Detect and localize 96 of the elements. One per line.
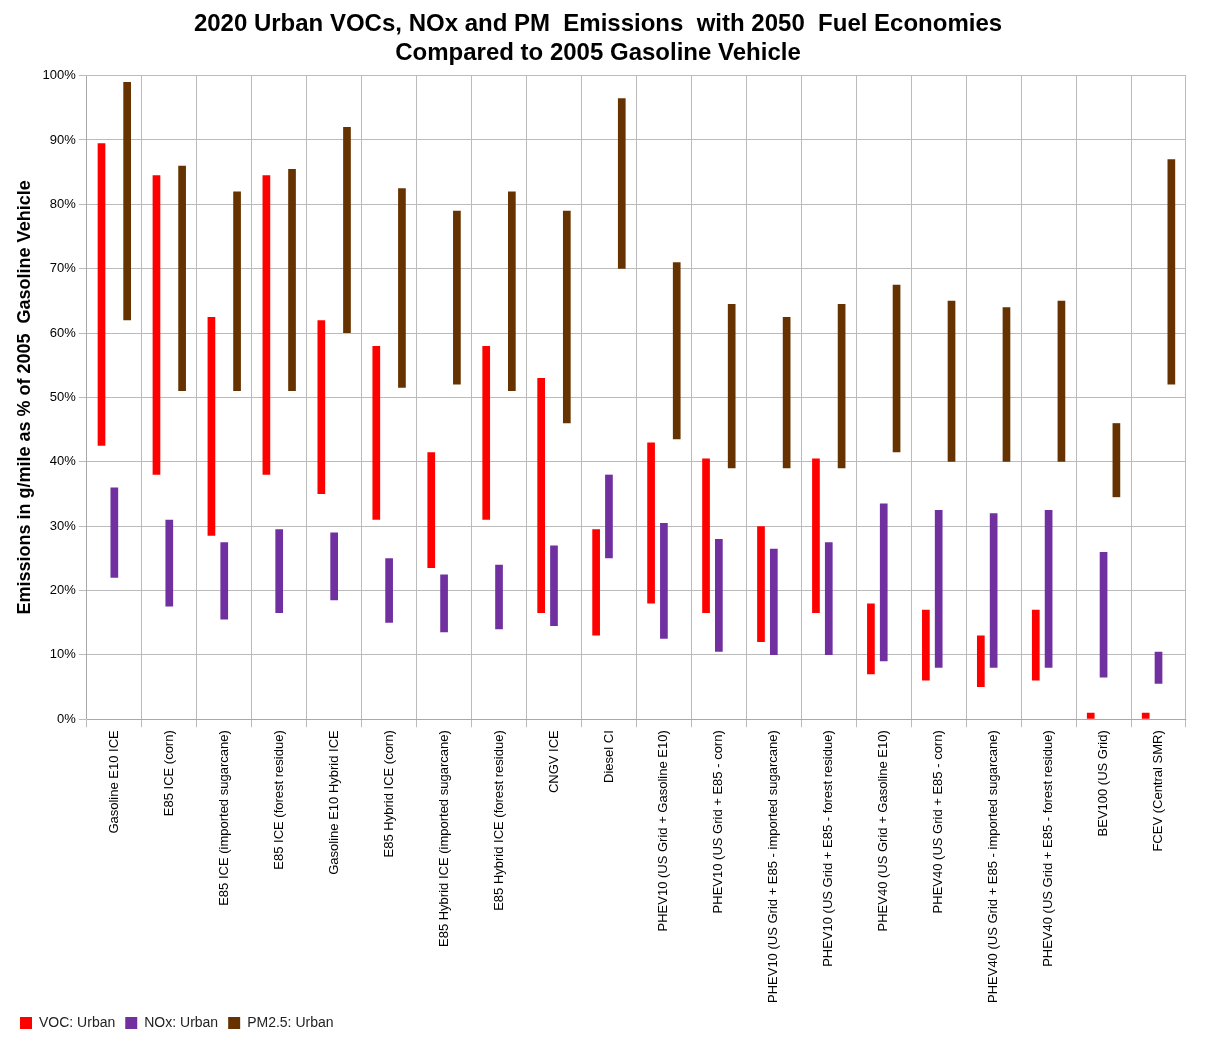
bar	[97, 143, 106, 446]
bar	[440, 574, 448, 633]
legend-label: NOx: Urban	[144, 1013, 219, 1030]
x-tick-label: E85 ICE (corn)	[160, 730, 176, 817]
y-tick-label: 10%	[49, 646, 77, 662]
bar	[317, 320, 326, 494]
bar	[427, 452, 436, 568]
bar	[922, 609, 930, 681]
x-tick-label: E85 ICE (imported sugarcane)	[215, 730, 231, 906]
bar	[123, 82, 131, 321]
x-tick-label: PHEV40 (US Grid + Gasoline E10)	[875, 730, 891, 932]
bar	[782, 316, 791, 469]
x-tick-label: PHEV10 (US Grid + E85 - forest residue)	[820, 730, 836, 967]
bar	[398, 188, 406, 388]
y-tick-label: 0%	[57, 710, 77, 726]
bar	[330, 532, 339, 601]
chart-title: 2020 Urban VOCs, NOx and PM Emissions with 2050 Fuel Economies Compared to 2005 Gasoline Vehicle	[193, 9, 1003, 65]
y-tick-label: 80%	[49, 195, 77, 211]
bar	[769, 548, 778, 655]
x-tick-label: Diesel CI	[600, 730, 616, 783]
bar	[1057, 300, 1066, 462]
bar	[1112, 423, 1121, 498]
bar	[262, 175, 271, 475]
bar	[702, 458, 710, 614]
bar	[372, 345, 381, 520]
bar	[165, 519, 174, 607]
x-tick-label: E85 Hybrid ICE (corn)	[380, 730, 396, 858]
x-tick-label: BEV100 (US Grid)	[1095, 730, 1111, 837]
bar	[1086, 712, 1095, 719]
x-tick-label: PHEV40 (US Grid + E85 - forest residue)	[1040, 730, 1056, 967]
bar	[1002, 307, 1011, 462]
bar	[288, 168, 296, 391]
bar	[178, 165, 186, 391]
bar	[220, 542, 229, 620]
bar	[592, 529, 600, 636]
bar	[495, 564, 503, 630]
x-tick-label: FCEV (Central SMR)	[1150, 730, 1166, 852]
x-tick-label: PHEV10 (US Grid + E85 - corn)	[710, 730, 726, 914]
x-tick-label: PHEV40 (US Grid + E85 - corn)	[930, 730, 946, 914]
bar	[989, 513, 998, 668]
bar	[1099, 551, 1108, 678]
bar	[892, 284, 901, 453]
bar	[110, 487, 119, 578]
bar	[672, 262, 681, 440]
bar	[727, 304, 736, 469]
bar	[934, 510, 943, 668]
bar	[537, 378, 546, 614]
bar	[947, 300, 956, 462]
x-tick-label: PHEV10 (US Grid + E85 - imported sugarcane)	[765, 730, 781, 1004]
bar	[1031, 609, 1040, 681]
y-tick-label: 90%	[49, 131, 77, 147]
bar	[1044, 510, 1053, 668]
x-tick-label: PHEV40 (US Grid + E85 - imported sugarcane)	[985, 730, 1001, 1004]
y-tick-label: 70%	[49, 260, 77, 276]
bar	[152, 175, 161, 475]
x-tick-label: CNGV ICE	[545, 729, 561, 794]
bar	[837, 304, 846, 469]
bar	[824, 542, 833, 655]
bar	[867, 603, 875, 675]
x-tick-label: E85 Hybrid ICE (forest residue)	[490, 730, 506, 911]
legend-label: VOC: Urban	[39, 1013, 116, 1030]
bar	[562, 210, 571, 424]
x-tick-label: Gasoline E10 ICE	[105, 729, 121, 834]
y-tick-label: 60%	[49, 324, 77, 340]
y-axis-title: Emissions in g/mile as % of 2005 Gasoline Vehicle	[13, 180, 34, 615]
x-tick-label: E85 ICE (forest residue)	[270, 730, 286, 870]
bar	[275, 529, 284, 614]
bar	[605, 474, 613, 559]
y-tick-label: 100%	[42, 67, 77, 83]
bar	[233, 191, 241, 391]
bar	[647, 442, 655, 604]
x-tick-label: Gasoline E10 Hybrid ICE	[325, 729, 341, 875]
bar	[1167, 159, 1176, 385]
x-tick-label: PHEV10 (US Grid + Gasoline E10)	[655, 730, 671, 932]
x-tick-label: E85 Hybrid ICE (imported sugarcane)	[435, 730, 451, 948]
y-tick-label: 20%	[49, 582, 77, 598]
y-tick-label: 50%	[49, 389, 77, 404]
bar	[207, 316, 216, 536]
bar	[1141, 712, 1150, 719]
y-tick-label: 40%	[49, 453, 77, 469]
bar	[508, 191, 516, 391]
bar	[453, 210, 461, 385]
bar	[976, 635, 985, 688]
bar	[660, 522, 668, 639]
bar	[1154, 651, 1163, 684]
legend-label: PM2.5: Urban	[247, 1013, 334, 1030]
bar	[812, 458, 820, 614]
bar	[550, 545, 558, 626]
bar	[385, 558, 393, 623]
bar	[482, 345, 491, 520]
y-tick-label: 30%	[49, 517, 77, 533]
bar	[757, 526, 765, 642]
bar	[879, 503, 888, 662]
bar	[343, 127, 351, 334]
bar	[617, 98, 626, 269]
bar	[715, 539, 723, 652]
